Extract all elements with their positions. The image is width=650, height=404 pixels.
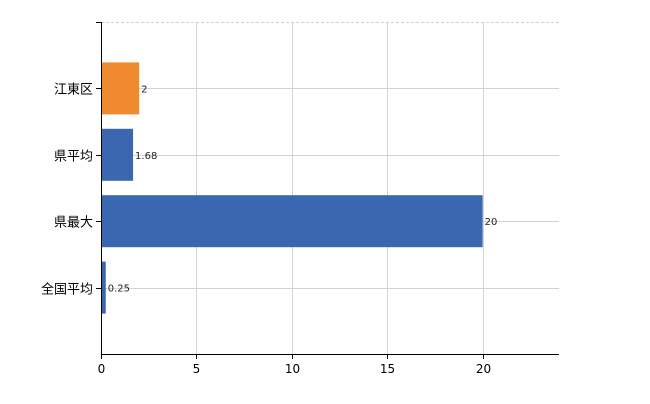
- bar: [101, 261, 106, 314]
- data-label: 2: [141, 84, 147, 95]
- bars: 2 1.68 20 0.25: [101, 62, 498, 314]
- grid: [101, 22, 559, 354]
- x-tick-label: 15: [380, 362, 395, 376]
- x-tick-label: 20: [476, 362, 491, 376]
- y-tick-label: 江東区: [54, 82, 93, 98]
- y-tick-label: 県平均: [54, 150, 93, 165]
- data-label: 0.25: [108, 284, 130, 295]
- data-label: 20: [485, 217, 498, 228]
- bar: [101, 195, 483, 248]
- x-tick-label: 10: [285, 362, 300, 376]
- y-tick-label: 全国平均: [41, 282, 93, 298]
- bar: [101, 62, 140, 115]
- bar: [101, 128, 134, 181]
- x-tick-label: 0: [98, 362, 106, 376]
- data-label: 1.68: [135, 151, 157, 162]
- y-tick-label: 県最大: [54, 216, 93, 231]
- x-tick-label: 5: [193, 362, 201, 376]
